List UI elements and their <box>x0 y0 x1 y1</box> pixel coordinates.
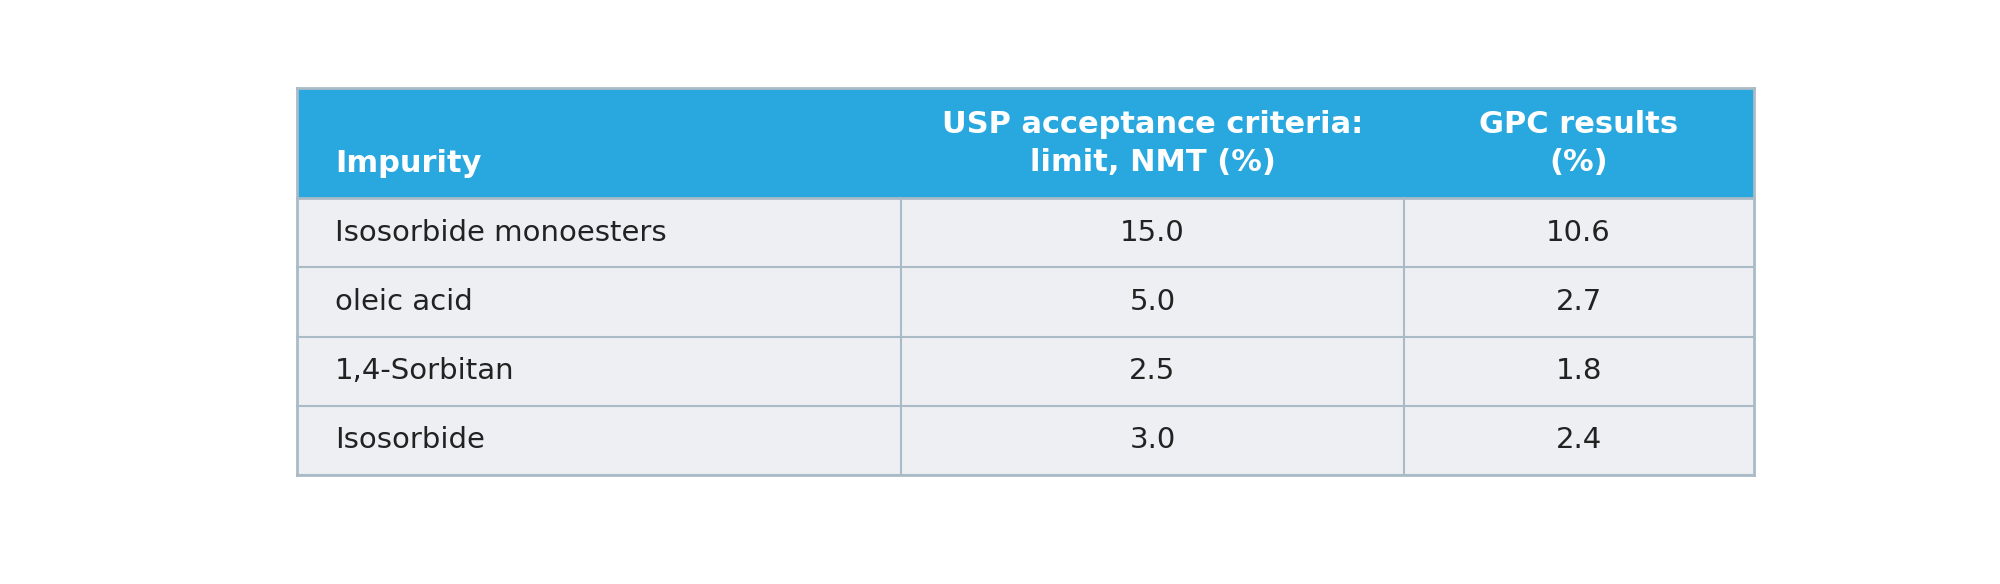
Text: 2.7: 2.7 <box>1556 288 1602 316</box>
FancyBboxPatch shape <box>1404 406 1754 475</box>
FancyBboxPatch shape <box>296 267 902 336</box>
FancyBboxPatch shape <box>902 336 1404 406</box>
Text: Isosorbide: Isosorbide <box>336 426 486 454</box>
FancyBboxPatch shape <box>902 199 1404 267</box>
FancyBboxPatch shape <box>296 88 1754 199</box>
Text: Impurity: Impurity <box>336 150 482 179</box>
Text: 10.6: 10.6 <box>1546 219 1612 247</box>
Text: 5.0: 5.0 <box>1130 288 1176 316</box>
Text: 2.4: 2.4 <box>1556 426 1602 454</box>
Text: 15.0: 15.0 <box>1120 219 1184 247</box>
FancyBboxPatch shape <box>902 406 1404 475</box>
FancyBboxPatch shape <box>296 406 902 475</box>
FancyBboxPatch shape <box>1404 267 1754 336</box>
FancyBboxPatch shape <box>296 199 902 267</box>
FancyBboxPatch shape <box>296 336 902 406</box>
Text: 2.5: 2.5 <box>1130 357 1176 385</box>
Text: 3.0: 3.0 <box>1130 426 1176 454</box>
FancyBboxPatch shape <box>1404 199 1754 267</box>
Text: USP acceptance criteria:
limit, NMT (%): USP acceptance criteria: limit, NMT (%) <box>942 110 1364 177</box>
Text: 1,4-Sorbitan: 1,4-Sorbitan <box>336 357 514 385</box>
FancyBboxPatch shape <box>902 267 1404 336</box>
Text: GPC results
(%): GPC results (%) <box>1480 110 1678 177</box>
Text: Isosorbide monoesters: Isosorbide monoesters <box>336 219 666 247</box>
Text: oleic acid: oleic acid <box>336 288 474 316</box>
Text: 1.8: 1.8 <box>1556 357 1602 385</box>
FancyBboxPatch shape <box>1404 336 1754 406</box>
